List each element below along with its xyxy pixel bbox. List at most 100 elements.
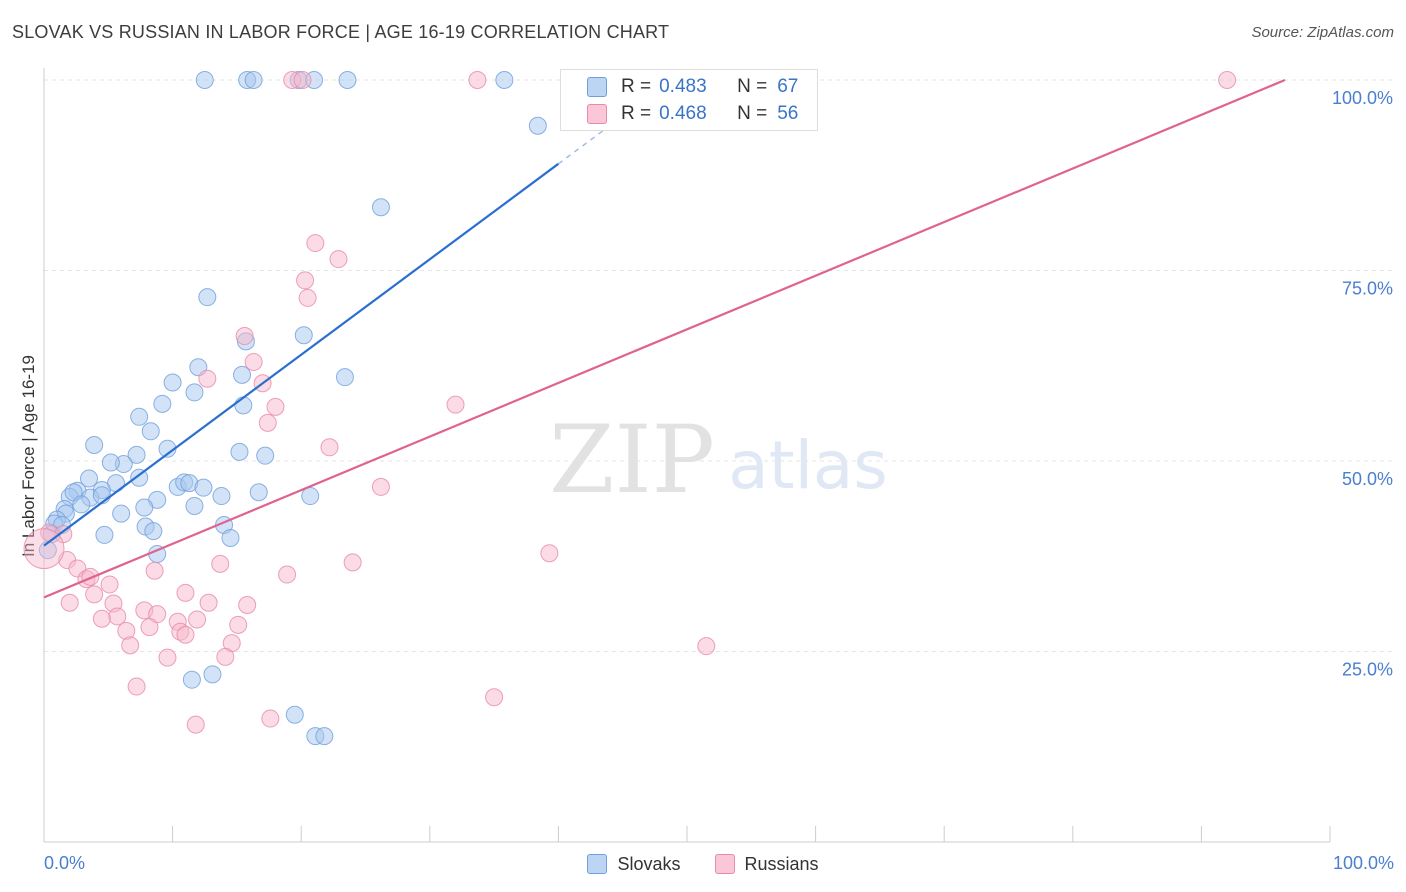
- russian-point-52: [485, 688, 504, 707]
- russian-point-15: [320, 438, 339, 457]
- russian-point-54: [186, 715, 205, 734]
- slovak-point-2: [244, 71, 263, 89]
- slovak-point-23: [230, 442, 249, 461]
- chart-title: SLOVAK VS RUSSIAN IN LABOR FORCE | AGE 1…: [12, 22, 670, 42]
- series-label-slovaks: Slovaks: [617, 853, 681, 874]
- slovak-point-44: [301, 487, 320, 506]
- slovak-point-5: [338, 71, 357, 89]
- russian-point-41: [229, 615, 248, 634]
- slovak-point-49: [185, 496, 204, 515]
- slovak-point-15: [233, 365, 252, 384]
- y-tick-label-75: 75.0%: [1342, 279, 1393, 299]
- legend-r-value-slovaks: 0.483: [659, 76, 707, 97]
- russian-point-45: [176, 625, 195, 644]
- slovak-point-7: [528, 116, 547, 135]
- legend-n-value-russians: 56: [777, 103, 799, 124]
- legend-r-label: R =: [621, 76, 652, 97]
- slovak-point-45: [72, 495, 91, 514]
- slovak-point-58: [221, 528, 240, 547]
- russian-point-22: [343, 553, 362, 572]
- x-tick-label-min: 0.0%: [44, 853, 85, 873]
- legend-row-russians: R = 0.468 N = 56: [587, 102, 798, 126]
- russian-point-24: [145, 561, 164, 580]
- slovak-point-28: [130, 468, 149, 487]
- russian-point-31: [60, 593, 79, 612]
- y-tick-labels: 25.0% 50.0% 75.0% 100.0%: [1332, 88, 1393, 680]
- slovak-point-62: [182, 670, 201, 689]
- slovak-point-6: [495, 71, 514, 89]
- russian-point-34: [238, 596, 257, 615]
- slovak-point-8: [371, 198, 390, 217]
- russian-point-12: [266, 397, 285, 416]
- slovak-point-16: [185, 383, 204, 402]
- legend-n-label: N =: [737, 76, 768, 97]
- russian-point-38: [92, 609, 111, 628]
- series-label-russians: Russians: [744, 853, 819, 874]
- slovak-point-34: [194, 478, 213, 497]
- russian-trend-line: [43, 78, 1286, 599]
- russian-point-25: [278, 565, 297, 584]
- slovak-point-12: [335, 368, 354, 387]
- russian-point-36: [108, 607, 127, 626]
- russian-point-5: [329, 250, 348, 269]
- russian-point-16: [371, 477, 390, 496]
- russian-point-33: [199, 593, 218, 612]
- y-tick-label-100: 100.0%: [1332, 88, 1393, 108]
- russian-point-30: [85, 585, 104, 604]
- x-ticks: [43, 826, 1331, 842]
- slovak-point-20: [141, 422, 160, 441]
- russian-point-49: [158, 648, 177, 667]
- series-legend: Slovaks Russians: [0, 851, 1406, 877]
- slovak-point-57: [95, 525, 114, 544]
- slovak-trend-line: [43, 162, 560, 547]
- russian-points: [23, 71, 1237, 734]
- slovak-point-18: [234, 396, 253, 415]
- slovak-point-14: [163, 373, 182, 392]
- slovak-point-17: [153, 394, 172, 413]
- legend-r-label: R =: [621, 103, 652, 124]
- slovak-point-66: [315, 727, 334, 746]
- russian-point-4: [306, 234, 325, 253]
- russian-point-39: [188, 610, 207, 629]
- legend-swatch-russians: [587, 104, 607, 124]
- russian-point-53: [261, 709, 280, 728]
- trend-lines: [43, 78, 1286, 599]
- source-attribution: Source: ZipAtlas.com: [1251, 24, 1394, 41]
- slovak-point-9: [198, 288, 217, 307]
- slovak-point-50: [112, 504, 131, 523]
- russian-point-50: [216, 647, 235, 666]
- slovak-points: [38, 71, 547, 746]
- russian-point-8: [235, 327, 254, 346]
- russian-point-27: [81, 567, 100, 586]
- series-legend-russians[interactable]: Russians: [714, 853, 819, 875]
- slovak-point-25: [127, 445, 146, 464]
- series-swatch-russians: [714, 854, 735, 874]
- slovak-point-56: [144, 522, 163, 541]
- legend-row-slovaks: R = 0.483 N = 67: [587, 75, 798, 99]
- legend-r-value-russians: 0.468: [659, 103, 707, 124]
- watermark: ZIP atlas: [549, 406, 888, 515]
- slovak-point-0: [195, 71, 214, 89]
- slovak-point-43: [249, 483, 268, 502]
- x-tick-label-max: 100.0%: [1333, 853, 1394, 873]
- russian-point-28: [100, 575, 119, 594]
- slovak-point-48: [135, 498, 154, 517]
- correlation-legend: R = 0.483 N = 67 R = 0.468 N = 56: [560, 69, 818, 131]
- russian-point-19: [540, 544, 559, 563]
- russian-point-1: [293, 71, 312, 89]
- series-legend-slovaks[interactable]: Slovaks: [587, 853, 681, 875]
- russian-point-10: [198, 369, 217, 388]
- legend-n-value-slovaks: 67: [777, 76, 799, 97]
- slovak-point-24: [256, 446, 275, 465]
- slovak-point-64: [285, 705, 304, 724]
- russian-point-47: [121, 636, 140, 655]
- russian-point-7: [298, 288, 317, 307]
- legend-swatch-slovaks: [587, 77, 607, 97]
- russian-point-13: [446, 395, 465, 414]
- series-swatch-slovaks: [587, 854, 608, 874]
- slovak-point-21: [85, 435, 104, 454]
- russian-point-14: [258, 413, 277, 432]
- slovak-point-27: [101, 453, 120, 472]
- russian-point-51: [127, 677, 146, 696]
